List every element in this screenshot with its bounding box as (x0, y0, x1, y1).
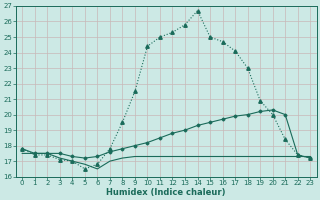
X-axis label: Humidex (Indice chaleur): Humidex (Indice chaleur) (107, 188, 226, 197)
